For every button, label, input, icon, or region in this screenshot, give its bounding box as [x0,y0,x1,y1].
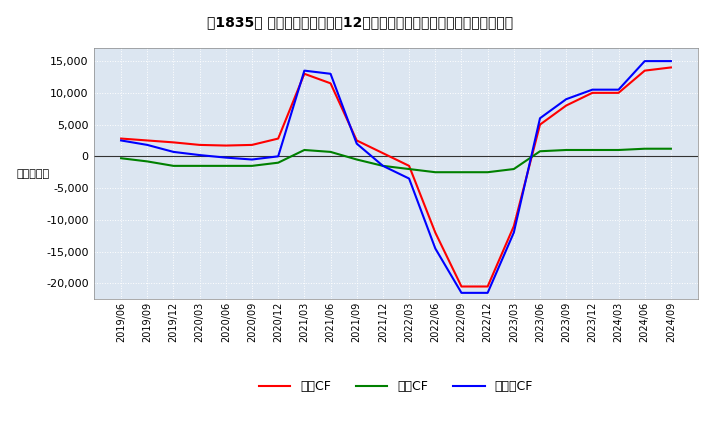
Y-axis label: （百万円）: （百万円） [17,169,50,179]
投資CF [326,149,335,154]
投資CF [431,169,440,175]
投資CF [510,166,518,172]
フリーCF [667,59,675,64]
フリーCF [431,246,440,251]
営業CF [169,140,178,145]
フリーCF [169,149,178,154]
営業CF [640,68,649,73]
投資CF [588,147,597,153]
営業CF [195,142,204,147]
営業CF [326,81,335,86]
投資CF [667,146,675,151]
投資CF [222,163,230,169]
フリーCF [222,155,230,160]
投資CF [379,163,387,169]
営業CF [562,103,570,108]
営業CF [457,284,466,289]
営業CF [117,136,125,141]
フリーCF [326,71,335,77]
投資CF [248,163,256,169]
投資CF [117,156,125,161]
Line: フリーCF: フリーCF [121,61,671,293]
フリーCF [562,96,570,102]
営業CF [222,143,230,148]
投資CF [640,146,649,151]
営業CF [614,90,623,95]
フリーCF [457,290,466,296]
営業CF [379,150,387,156]
フリーCF [300,68,309,73]
フリーCF [536,116,544,121]
投資CF [169,163,178,169]
営業CF [536,122,544,127]
フリーCF [405,176,413,181]
営業CF [588,90,597,95]
営業CF [143,138,152,143]
フリーCF [248,157,256,162]
Line: 投資CF: 投資CF [121,149,671,172]
営業CF [274,136,282,141]
フリーCF [195,152,204,158]
営業CF [405,163,413,169]
Text: ［1835］ キャッシュフローの12か月移動合計の対前年同期増減額の推移: ［1835］ キャッシュフローの12か月移動合計の対前年同期増減額の推移 [207,15,513,29]
投資CF [300,147,309,153]
投資CF [457,169,466,175]
フリーCF [510,230,518,235]
投資CF [536,149,544,154]
フリーCF [274,154,282,159]
営業CF [431,230,440,235]
フリーCF [640,59,649,64]
投資CF [614,147,623,153]
投資CF [195,163,204,169]
フリーCF [614,87,623,92]
投資CF [352,157,361,162]
フリーCF [483,290,492,296]
フリーCF [379,163,387,169]
営業CF [300,71,309,77]
投資CF [562,147,570,153]
投資CF [274,160,282,165]
営業CF [248,142,256,147]
営業CF [352,138,361,143]
営業CF [483,284,492,289]
Line: 営業CF: 営業CF [121,67,671,286]
フリーCF [117,138,125,143]
投資CF [143,159,152,164]
フリーCF [588,87,597,92]
営業CF [510,224,518,229]
営業CF [667,65,675,70]
投資CF [405,166,413,172]
Legend: 営業CF, 投資CF, フリーCF: 営業CF, 投資CF, フリーCF [254,375,538,398]
フリーCF [143,142,152,147]
フリーCF [352,141,361,146]
投資CF [483,169,492,175]
